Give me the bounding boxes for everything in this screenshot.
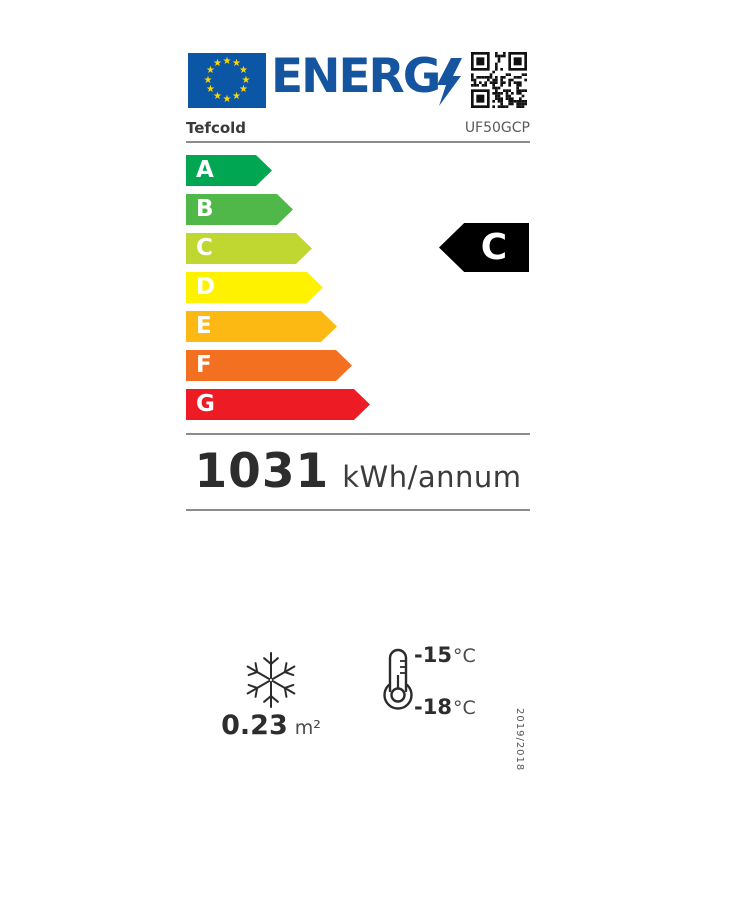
divider-line bbox=[186, 433, 530, 435]
energy-consumption: 1031 kWh/annum bbox=[186, 444, 530, 500]
class-letter: A bbox=[196, 157, 214, 183]
brand-name: Tefcold bbox=[186, 119, 247, 137]
eu-star-icon: ★ bbox=[238, 84, 248, 95]
class-bar-f: F bbox=[186, 350, 352, 381]
eu-flag: ★ ★ ★ ★ ★ ★ ★ ★ ★ ★ ★ ★ bbox=[188, 53, 266, 108]
qr-code bbox=[471, 52, 527, 108]
eu-star-icon: ★ bbox=[232, 90, 241, 102]
energ-logo-text: ENERG bbox=[271, 49, 441, 104]
temperature-low-unit: °C bbox=[452, 697, 476, 719]
eu-star-icon: ★ bbox=[232, 58, 241, 70]
class-bar-c: C bbox=[186, 233, 312, 264]
class-letter: D bbox=[196, 274, 216, 300]
temperature-high: -15 °C bbox=[414, 643, 476, 667]
temperature-low-value: -18 bbox=[414, 695, 452, 719]
class-letter: B bbox=[196, 196, 214, 222]
class-letter: G bbox=[196, 391, 215, 417]
display-area: 0.23 m² bbox=[206, 710, 336, 741]
eu-star-icon: ★ bbox=[222, 93, 232, 105]
class-letter: F bbox=[196, 352, 212, 378]
eu-star-icon: ★ bbox=[222, 55, 232, 67]
eu-star-icon: ★ bbox=[213, 58, 222, 70]
class-bar-a: A bbox=[186, 155, 272, 186]
temperature-low: -18 °C bbox=[414, 695, 476, 719]
rating-letter: C bbox=[480, 227, 508, 268]
regulation-reference: 2019/2018 bbox=[514, 708, 525, 772]
consumption-value: 1031 bbox=[194, 444, 330, 499]
eu-star-icon: ★ bbox=[206, 65, 216, 76]
eu-star-icon: ★ bbox=[203, 74, 213, 86]
divider-line bbox=[186, 141, 530, 143]
class-letter: E bbox=[196, 313, 212, 339]
eu-star-icon: ★ bbox=[213, 90, 222, 102]
eu-star-icon: ★ bbox=[206, 84, 216, 95]
class-bar-b: B bbox=[186, 194, 293, 225]
class-bar-e: E bbox=[186, 311, 337, 342]
snowflake-icon bbox=[246, 652, 296, 708]
thermometer-icon bbox=[383, 648, 413, 710]
consumption-unit: kWh/annum bbox=[342, 460, 522, 494]
class-letter: C bbox=[196, 235, 213, 261]
temperature-high-unit: °C bbox=[452, 645, 476, 667]
divider-line bbox=[186, 509, 530, 511]
eu-star-icon: ★ bbox=[241, 74, 251, 86]
class-bar-d: D bbox=[186, 272, 323, 303]
eu-star-icon: ★ bbox=[238, 65, 248, 76]
display-area-value: 0.23 bbox=[221, 710, 288, 741]
model-number: UF50GCP bbox=[464, 120, 530, 136]
lightning-bolt-icon bbox=[437, 58, 462, 106]
class-bar-g: G bbox=[186, 389, 370, 420]
display-area-unit: m² bbox=[294, 717, 321, 739]
temperature-high-value: -15 bbox=[414, 643, 452, 667]
